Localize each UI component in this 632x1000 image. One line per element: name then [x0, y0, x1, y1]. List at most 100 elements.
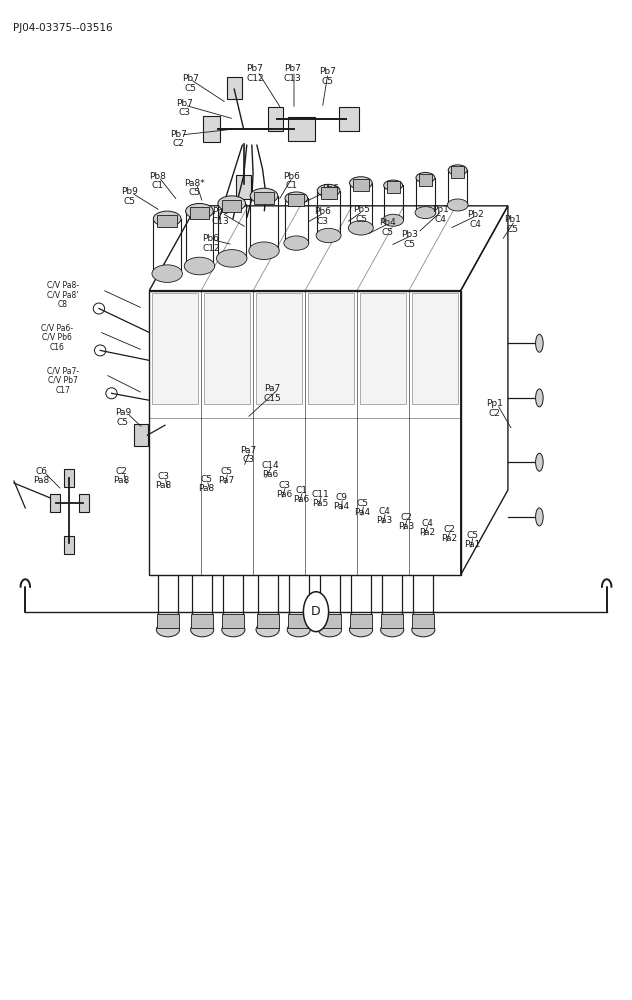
- Ellipse shape: [287, 622, 310, 637]
- FancyBboxPatch shape: [79, 494, 89, 512]
- Text: Pb2
C4: Pb2 C4: [467, 210, 483, 229]
- FancyBboxPatch shape: [268, 107, 283, 131]
- Ellipse shape: [250, 188, 278, 204]
- FancyBboxPatch shape: [134, 424, 148, 446]
- FancyBboxPatch shape: [191, 614, 213, 628]
- Text: C3
Pa6: C3 Pa6: [276, 481, 293, 499]
- FancyBboxPatch shape: [381, 614, 403, 628]
- Ellipse shape: [185, 257, 215, 275]
- FancyBboxPatch shape: [222, 614, 245, 628]
- FancyBboxPatch shape: [257, 614, 279, 628]
- Ellipse shape: [106, 388, 117, 399]
- Text: Pa7
C3: Pa7 C3: [240, 446, 256, 464]
- Ellipse shape: [535, 508, 543, 526]
- FancyBboxPatch shape: [227, 77, 242, 99]
- Ellipse shape: [349, 622, 373, 637]
- FancyBboxPatch shape: [64, 536, 75, 554]
- Text: Pb6
C12: Pb6 C12: [202, 234, 220, 253]
- Text: C14
Pa6: C14 Pa6: [262, 461, 279, 479]
- FancyBboxPatch shape: [419, 174, 432, 186]
- FancyBboxPatch shape: [288, 117, 315, 141]
- Text: C4
Pa2: C4 Pa2: [419, 519, 435, 537]
- Text: Pb9
C5: Pb9 C5: [121, 187, 138, 206]
- Text: Pa7
C15: Pa7 C15: [264, 384, 281, 403]
- Text: C2
Pa3: C2 Pa3: [399, 513, 415, 531]
- FancyBboxPatch shape: [412, 614, 434, 628]
- Ellipse shape: [319, 622, 341, 637]
- Text: C/V Pa7-
C/V Pb7
C17: C/V Pa7- C/V Pb7 C17: [47, 366, 80, 395]
- Text: C9
Pa4: C9 Pa4: [333, 493, 349, 511]
- Text: Pb7
C12: Pb7 C12: [246, 64, 264, 83]
- FancyBboxPatch shape: [320, 187, 336, 199]
- Ellipse shape: [317, 184, 340, 197]
- Text: Pb5
C5: Pb5 C5: [353, 205, 370, 224]
- Text: Pb4
C5: Pb4 C5: [379, 218, 396, 237]
- Ellipse shape: [348, 221, 374, 235]
- Ellipse shape: [222, 622, 245, 637]
- Ellipse shape: [256, 622, 279, 637]
- FancyBboxPatch shape: [64, 469, 75, 487]
- FancyBboxPatch shape: [288, 194, 304, 206]
- FancyBboxPatch shape: [204, 116, 220, 142]
- Text: C6
Pa8: C6 Pa8: [33, 467, 49, 485]
- Ellipse shape: [191, 622, 214, 637]
- Ellipse shape: [380, 622, 404, 637]
- Ellipse shape: [156, 622, 179, 637]
- Ellipse shape: [285, 192, 308, 205]
- Ellipse shape: [249, 242, 279, 260]
- FancyBboxPatch shape: [50, 494, 60, 512]
- FancyBboxPatch shape: [288, 614, 310, 628]
- Text: Pb3
C5: Pb3 C5: [401, 230, 418, 249]
- Text: C5
Pa8: C5 Pa8: [198, 475, 215, 493]
- Text: Pb7
C2: Pb7 C2: [170, 130, 186, 148]
- FancyBboxPatch shape: [451, 166, 465, 178]
- Ellipse shape: [316, 228, 341, 243]
- Text: C5
Pa4: C5 Pa4: [355, 499, 370, 517]
- Ellipse shape: [217, 250, 247, 267]
- Text: C/V Pa8-
C/V Pa8'
C8: C/V Pa8- C/V Pa8' C8: [47, 280, 79, 309]
- Polygon shape: [152, 293, 198, 404]
- Text: Pb1
C5: Pb1 C5: [504, 215, 521, 234]
- FancyBboxPatch shape: [157, 215, 177, 227]
- Ellipse shape: [384, 180, 403, 191]
- Polygon shape: [204, 293, 250, 404]
- Ellipse shape: [412, 622, 435, 637]
- Ellipse shape: [535, 334, 543, 352]
- Ellipse shape: [284, 236, 309, 250]
- Ellipse shape: [448, 165, 467, 175]
- Text: C4
Pa3: C4 Pa3: [377, 507, 392, 525]
- FancyBboxPatch shape: [190, 207, 209, 219]
- FancyBboxPatch shape: [350, 614, 372, 628]
- Text: Pa9
C5: Pa9 C5: [114, 408, 131, 427]
- FancyBboxPatch shape: [236, 175, 251, 199]
- Polygon shape: [308, 293, 354, 404]
- Text: Pb6
C3: Pb6 C3: [314, 207, 331, 226]
- Text: C5
Pa7: C5 Pa7: [219, 467, 234, 485]
- FancyBboxPatch shape: [319, 614, 341, 628]
- Text: Pb6
C5: Pb6 C5: [322, 184, 339, 202]
- Ellipse shape: [383, 214, 403, 226]
- FancyBboxPatch shape: [353, 179, 369, 191]
- Ellipse shape: [535, 389, 543, 407]
- Text: PJ04-03375--03516: PJ04-03375--03516: [13, 23, 112, 33]
- Polygon shape: [256, 293, 302, 404]
- Text: C/V Pa6-
C/V Pb6
C16: C/V Pa6- C/V Pb6 C16: [41, 323, 73, 352]
- Ellipse shape: [95, 345, 106, 356]
- Ellipse shape: [349, 177, 372, 189]
- Text: C2
Pa8: C2 Pa8: [113, 467, 129, 485]
- Text: Pa8*
C5: Pa8* C5: [184, 179, 205, 197]
- FancyBboxPatch shape: [387, 181, 400, 193]
- FancyBboxPatch shape: [222, 200, 241, 212]
- Text: Pb6
C1: Pb6 C1: [283, 172, 300, 190]
- Text: Pb7
C13: Pb7 C13: [283, 64, 301, 83]
- FancyBboxPatch shape: [254, 192, 274, 204]
- Text: Pp1
C4: Pp1 C4: [432, 205, 449, 224]
- Text: Pp1
C2: Pp1 C2: [486, 399, 503, 418]
- Text: Pb7
C3: Pb7 C3: [176, 99, 193, 117]
- Text: Pb8
C1: Pb8 C1: [149, 172, 166, 190]
- Text: Pb7
C5: Pb7 C5: [320, 67, 336, 86]
- Text: C2
Pa2: C2 Pa2: [441, 525, 458, 543]
- Text: Pb6
C13: Pb6 C13: [212, 207, 229, 226]
- Ellipse shape: [415, 207, 436, 219]
- Text: Pb7
C5: Pb7 C5: [182, 74, 198, 93]
